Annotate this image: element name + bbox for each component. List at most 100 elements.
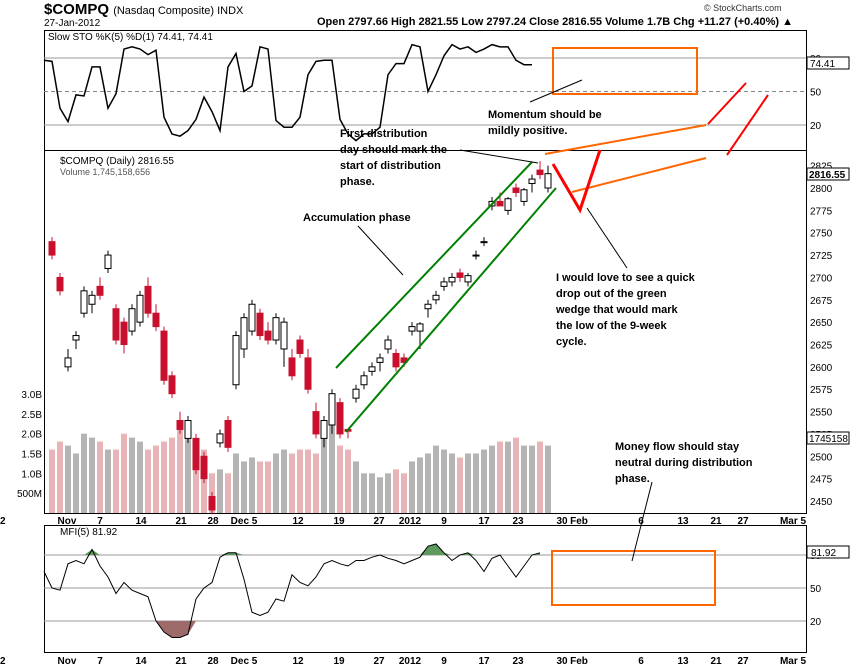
candle-body bbox=[440, 281, 448, 287]
symbol: $COMPQ bbox=[44, 1, 110, 18]
sto-tick-label: 20 bbox=[810, 121, 822, 132]
sto-last-value: 74.41 bbox=[810, 59, 835, 70]
volume-bar bbox=[545, 445, 551, 513]
channel-upper-line bbox=[335, 161, 533, 369]
price-panel-frame bbox=[44, 150, 807, 514]
candle-body bbox=[480, 241, 488, 244]
volume-bar bbox=[497, 441, 503, 513]
volume-tick-label: 2.0B bbox=[21, 430, 42, 441]
accumulation-pointer bbox=[357, 225, 404, 276]
volume-tick-label: 1.5B bbox=[21, 450, 42, 461]
price-candles bbox=[48, 161, 552, 515]
price-x-label: 27 bbox=[737, 516, 749, 527]
annotation-quick-drop: I would love to see a quick drop out of … bbox=[555, 272, 698, 348]
volume-bar bbox=[521, 445, 527, 513]
candle-body bbox=[248, 303, 256, 332]
price-x-label: 14 bbox=[135, 516, 147, 527]
price-tick-label: 2825 bbox=[810, 162, 833, 173]
candle-body bbox=[200, 455, 208, 480]
price-x-label: 13 bbox=[677, 516, 689, 527]
stochastic-legend: Slow STO %K(5) %D(1) 74.41, 74.41 bbox=[48, 32, 213, 43]
candle-body bbox=[424, 303, 432, 310]
volume-bar bbox=[265, 461, 271, 513]
volume-bar bbox=[185, 433, 191, 513]
projection-v bbox=[551, 149, 602, 214]
drop-pointer bbox=[586, 207, 628, 269]
candle-body bbox=[144, 285, 152, 314]
volume-legend: Volume 1,745,158,656 bbox=[60, 167, 150, 177]
mfi-series bbox=[43, 543, 541, 638]
volume-bar bbox=[73, 453, 79, 513]
annotation-momentum: Momentum should be mildly positive. bbox=[488, 109, 605, 137]
candle-body bbox=[80, 290, 88, 314]
channel-lower-line bbox=[345, 187, 557, 433]
volume-bar bbox=[81, 433, 87, 513]
candle-body bbox=[320, 420, 328, 439]
volume-bar bbox=[241, 461, 247, 513]
price-x-label: Nov bbox=[58, 516, 77, 527]
candle-body bbox=[384, 339, 392, 350]
ohlc-readout: Open 2797.66 High 2821.55 Low 2797.24 Cl… bbox=[317, 16, 793, 28]
candle-body bbox=[256, 312, 264, 337]
volume-bar bbox=[441, 449, 447, 513]
price-x-label: 12 bbox=[0, 516, 6, 527]
candle-body bbox=[232, 335, 240, 386]
volume-bar bbox=[161, 441, 167, 513]
stochastic-line bbox=[43, 43, 532, 142]
candle-body bbox=[464, 275, 472, 283]
volume-bar bbox=[385, 473, 391, 513]
candle-body bbox=[392, 352, 400, 368]
annotation-money-flow: Money flow should stay neutral during di… bbox=[615, 441, 756, 485]
price-x-label: 12 bbox=[292, 516, 304, 527]
candle-body bbox=[312, 411, 320, 435]
mfi-x-label: 27 bbox=[737, 656, 749, 667]
momentum-pointer bbox=[529, 79, 583, 103]
volume-bar bbox=[297, 449, 303, 513]
volume-last-value: 1745158 bbox=[809, 434, 848, 445]
candle-body bbox=[496, 200, 504, 207]
mfi-x-label: 13 bbox=[677, 656, 689, 667]
volume-bar bbox=[129, 437, 135, 513]
volume-bar bbox=[345, 449, 351, 513]
volume-bar bbox=[249, 457, 255, 513]
price-tick-label: 2775 bbox=[810, 206, 833, 217]
candle-body bbox=[112, 308, 120, 341]
candle-body bbox=[544, 173, 552, 189]
mfi-x-label: Dec 5 bbox=[231, 656, 258, 667]
price-tick-label: 2675 bbox=[810, 296, 833, 307]
volume-bar bbox=[113, 449, 119, 513]
price-x-label: Dec 5 bbox=[231, 516, 258, 527]
candle-body bbox=[88, 294, 96, 305]
volume-tick-label: 1.0B bbox=[21, 469, 42, 480]
price-x-label: 27 bbox=[373, 516, 385, 527]
mfi-x-label: 9 bbox=[441, 656, 447, 667]
volume-bar bbox=[193, 453, 199, 513]
candle-body bbox=[104, 254, 112, 269]
candle-body bbox=[448, 276, 456, 283]
price-legend: $COMPQ (Daily) 2816.55 bbox=[60, 156, 174, 167]
mfi-x-label: 2012 bbox=[399, 656, 422, 667]
candle-body bbox=[536, 169, 544, 176]
price-tick-label: 2625 bbox=[810, 341, 833, 352]
volume-tick-label: 2.5B bbox=[21, 410, 42, 421]
candle-body bbox=[120, 321, 128, 345]
mfi-x-label: 27 bbox=[373, 656, 385, 667]
candle-body bbox=[456, 272, 464, 278]
candle-body bbox=[72, 335, 80, 341]
price-tick-label: 2800 bbox=[810, 184, 833, 195]
volume-bar bbox=[225, 473, 231, 513]
price-tick-label: 2575 bbox=[810, 385, 833, 396]
candle-body bbox=[216, 433, 224, 444]
volume-bar bbox=[393, 469, 399, 513]
price-last-value: 2816.55 bbox=[809, 170, 846, 181]
volume-bar bbox=[97, 441, 103, 513]
mfi-x-label: Nov bbox=[58, 656, 77, 667]
volume-bar bbox=[417, 457, 423, 513]
volume-bar bbox=[457, 457, 463, 513]
candle-body bbox=[176, 420, 184, 430]
price-x-label: 2012 bbox=[399, 516, 422, 527]
mfi-last-value: 81.92 bbox=[811, 548, 836, 559]
mfi-panel-frame bbox=[44, 525, 807, 653]
price-last-tag bbox=[806, 167, 850, 181]
candle-body bbox=[224, 420, 232, 448]
